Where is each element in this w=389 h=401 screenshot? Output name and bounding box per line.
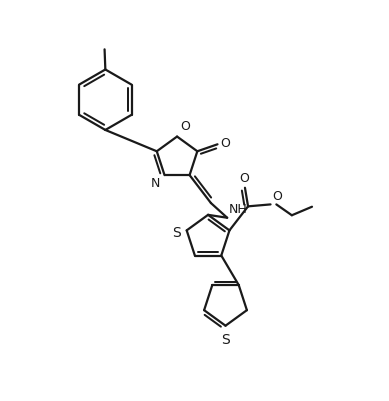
Text: O: O [239,172,249,185]
Text: S: S [172,227,181,241]
Text: N: N [151,177,160,190]
Text: O: O [180,119,190,133]
Text: O: O [220,137,230,150]
Text: O: O [272,190,282,203]
Text: S: S [221,333,230,347]
Text: NH: NH [229,203,248,216]
